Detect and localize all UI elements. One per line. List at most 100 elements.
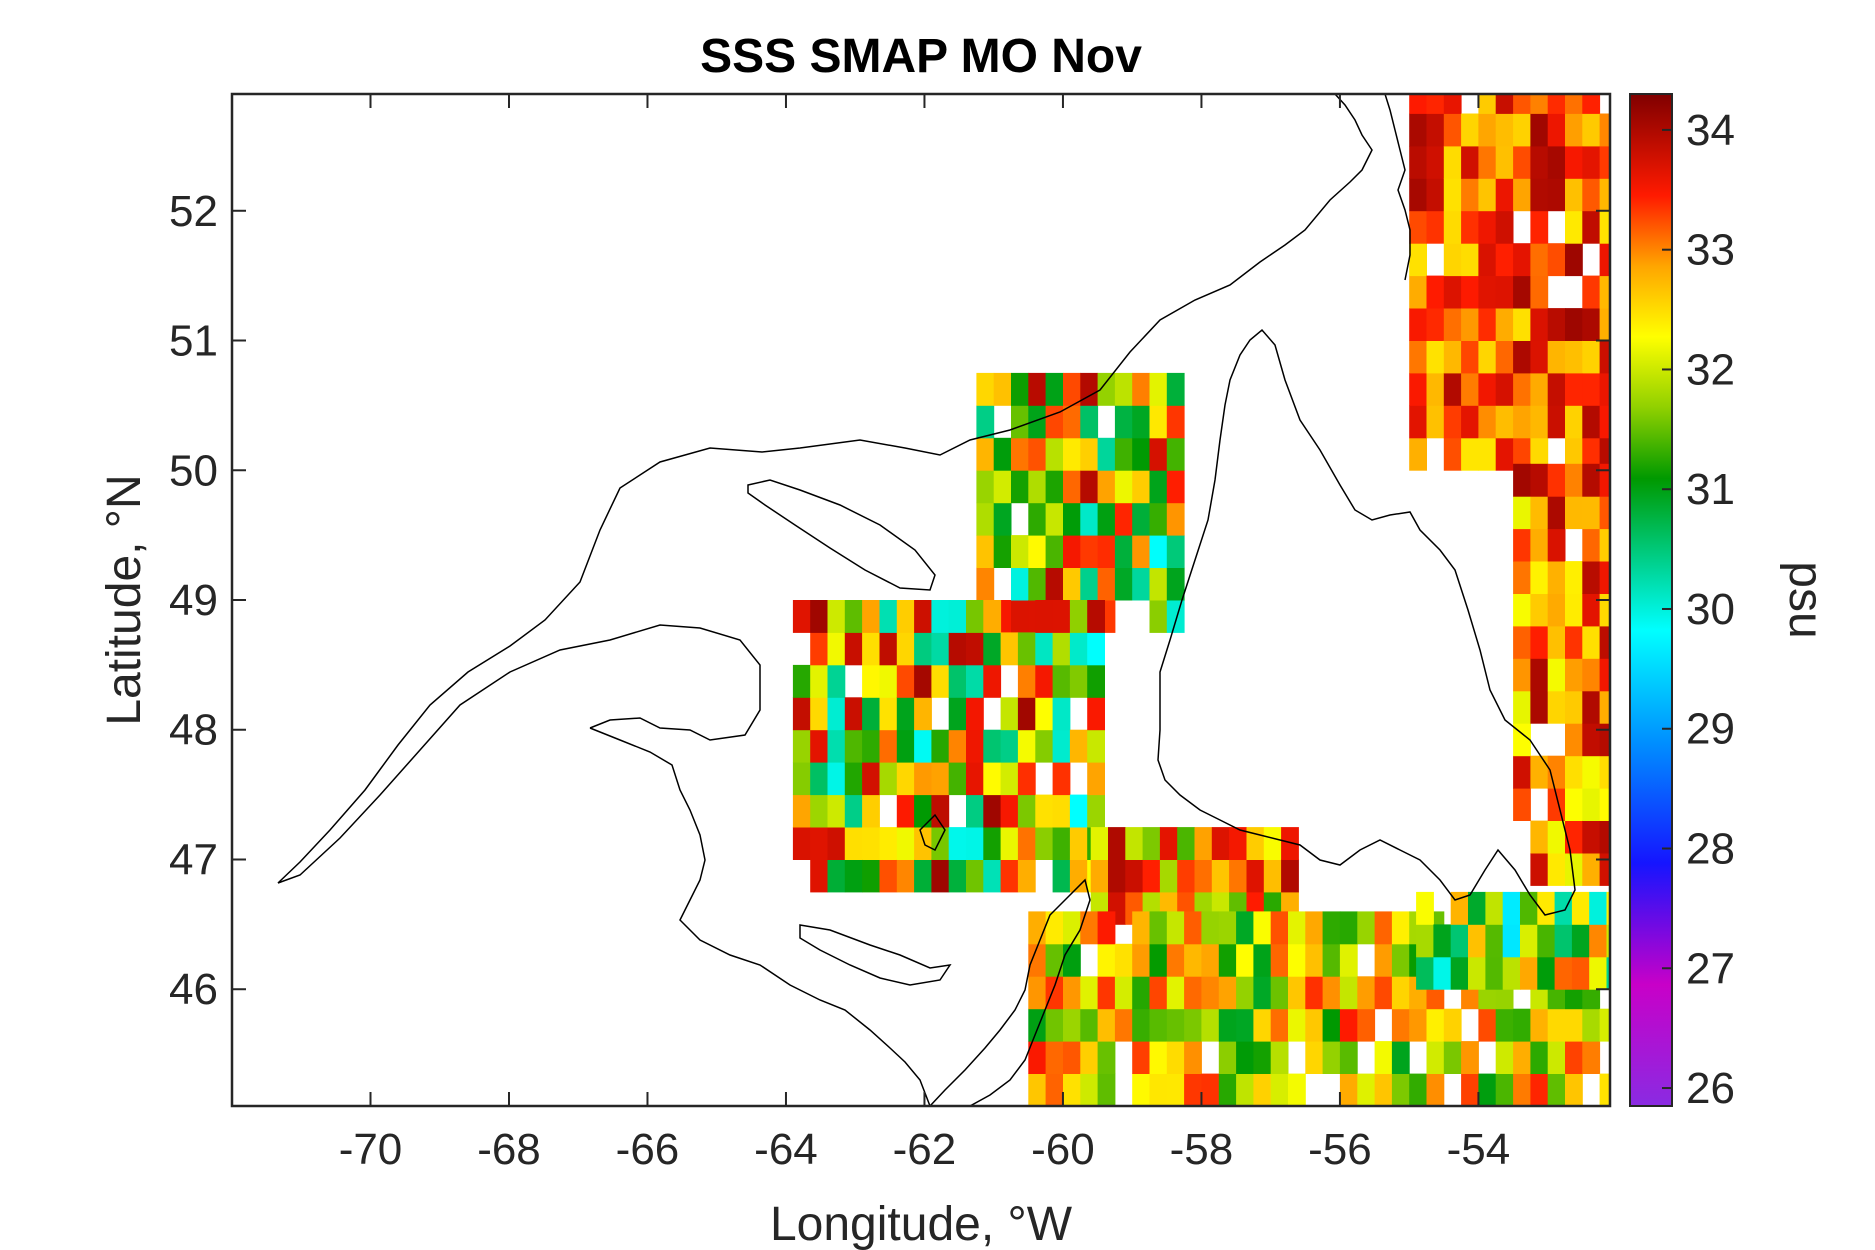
salinity-cell [1582,820,1601,854]
salinity-cell [1253,1008,1272,1042]
salinity-cell [810,664,828,698]
salinity-cell [1495,210,1514,244]
salinity-cell [1270,911,1289,945]
salinity-cell [1582,178,1601,212]
x-tick-label: -68 [477,1125,541,1174]
salinity-cell [1530,496,1549,530]
salinity-cell [1184,1008,1202,1042]
salinity-cell [1339,1073,1358,1106]
salinity-cell [1606,924,1610,958]
salinity-cell [1530,1041,1549,1074]
salinity-cell [1530,625,1549,659]
coastline-magdalen [919,813,946,852]
salinity-cell [1063,943,1081,977]
salinity-cell [1513,593,1531,627]
salinity-cell [1478,405,1497,439]
salinity-cell [1069,664,1088,698]
salinity-cell [1565,145,1583,179]
salinity-cell [993,535,1012,568]
salinity-cell [1513,1008,1531,1042]
salinity-cell [1149,567,1168,601]
salinity-cell [1114,1008,1133,1042]
salinity-cell [1087,794,1105,828]
salinity-cell [1582,405,1601,439]
salinity-cell [1236,1041,1254,1074]
salinity-cell [1433,924,1452,958]
salinity-cell [1045,372,1064,406]
salinity-cell [1478,275,1497,309]
salinity-cell [1461,113,1479,147]
salinity-cell [1547,372,1566,406]
salinity-cell [993,470,1012,504]
salinity-cell [792,600,811,633]
salinity-cell [1391,943,1410,977]
salinity-cell [1461,1041,1479,1074]
salinity-cell [1599,723,1610,757]
salinity-cell [1502,956,1521,990]
salinity-cell [827,729,846,763]
salinity-cell [1218,1041,1237,1074]
salinity-cell [1011,600,1029,633]
salinity-cell [844,729,863,763]
salinity-cell [1281,827,1299,860]
salinity-cell [1495,275,1514,309]
salinity-cell [1565,340,1583,374]
salinity-cell [879,859,898,893]
salinity-cell [1063,1008,1081,1042]
salinity-cell [1547,405,1566,439]
salinity-cell [1097,1008,1116,1042]
salinity-cell [1184,976,1202,1010]
salinity-cell [1391,976,1410,1010]
salinity-cell [1409,308,1427,341]
salinity-cell [1433,956,1452,990]
salinity-cell [1045,943,1064,977]
salinity-cell [914,664,932,698]
salinity-cell [1530,463,1549,497]
salinity-cell [1582,372,1601,406]
salinity-cell [1461,340,1479,374]
salinity-cell [1097,943,1116,977]
salinity-cell [1097,1041,1116,1074]
salinity-cell [1599,340,1610,374]
salinity-cell [879,664,898,698]
salinity-cell [1409,178,1427,212]
salinity-cell [1582,625,1601,659]
salinity-cell [1547,658,1566,692]
salinity-cell [1547,1041,1566,1074]
salinity-cell [1485,924,1504,958]
y-tick-label: 50 [169,446,218,495]
salinity-cell [1547,528,1566,562]
salinity-cell [1450,924,1469,958]
salinity-cell [1149,1041,1168,1074]
salinity-cell [1513,340,1531,374]
salinity-cell [1582,561,1601,594]
salinity-cell [1461,405,1479,439]
salinity-cell [1069,729,1088,763]
salinity-cell [1017,794,1036,828]
salinity-cell [1426,308,1445,341]
salinity-cell [1236,976,1254,1010]
salinity-cell [1052,697,1071,731]
salinity-cell [1599,690,1610,724]
salinity-cell [1045,405,1064,439]
salinity-cell [1052,859,1071,893]
salinity-cell [983,664,1002,698]
salinity-cell [1565,625,1583,659]
coastline-newfoundland [1157,328,1576,916]
salinity-cell [1080,911,1099,945]
salinity-cell [1087,762,1105,796]
salinity-cell [792,664,811,698]
salinity-cell [976,470,995,504]
salinity-cell [1142,827,1161,860]
colorbar-tick-label: 34 [1686,106,1735,155]
salinity-cell [1052,729,1071,763]
salinity-cell [1582,145,1601,179]
salinity-cell [1218,976,1237,1010]
salinity-cell [966,762,984,796]
salinity-cell [993,372,1012,406]
salinity-cell [1443,340,1462,374]
salinity-cell [844,794,863,828]
salinity-cell [1478,113,1497,147]
salinity-cell [1142,859,1161,893]
salinity-cell [1149,976,1168,1010]
